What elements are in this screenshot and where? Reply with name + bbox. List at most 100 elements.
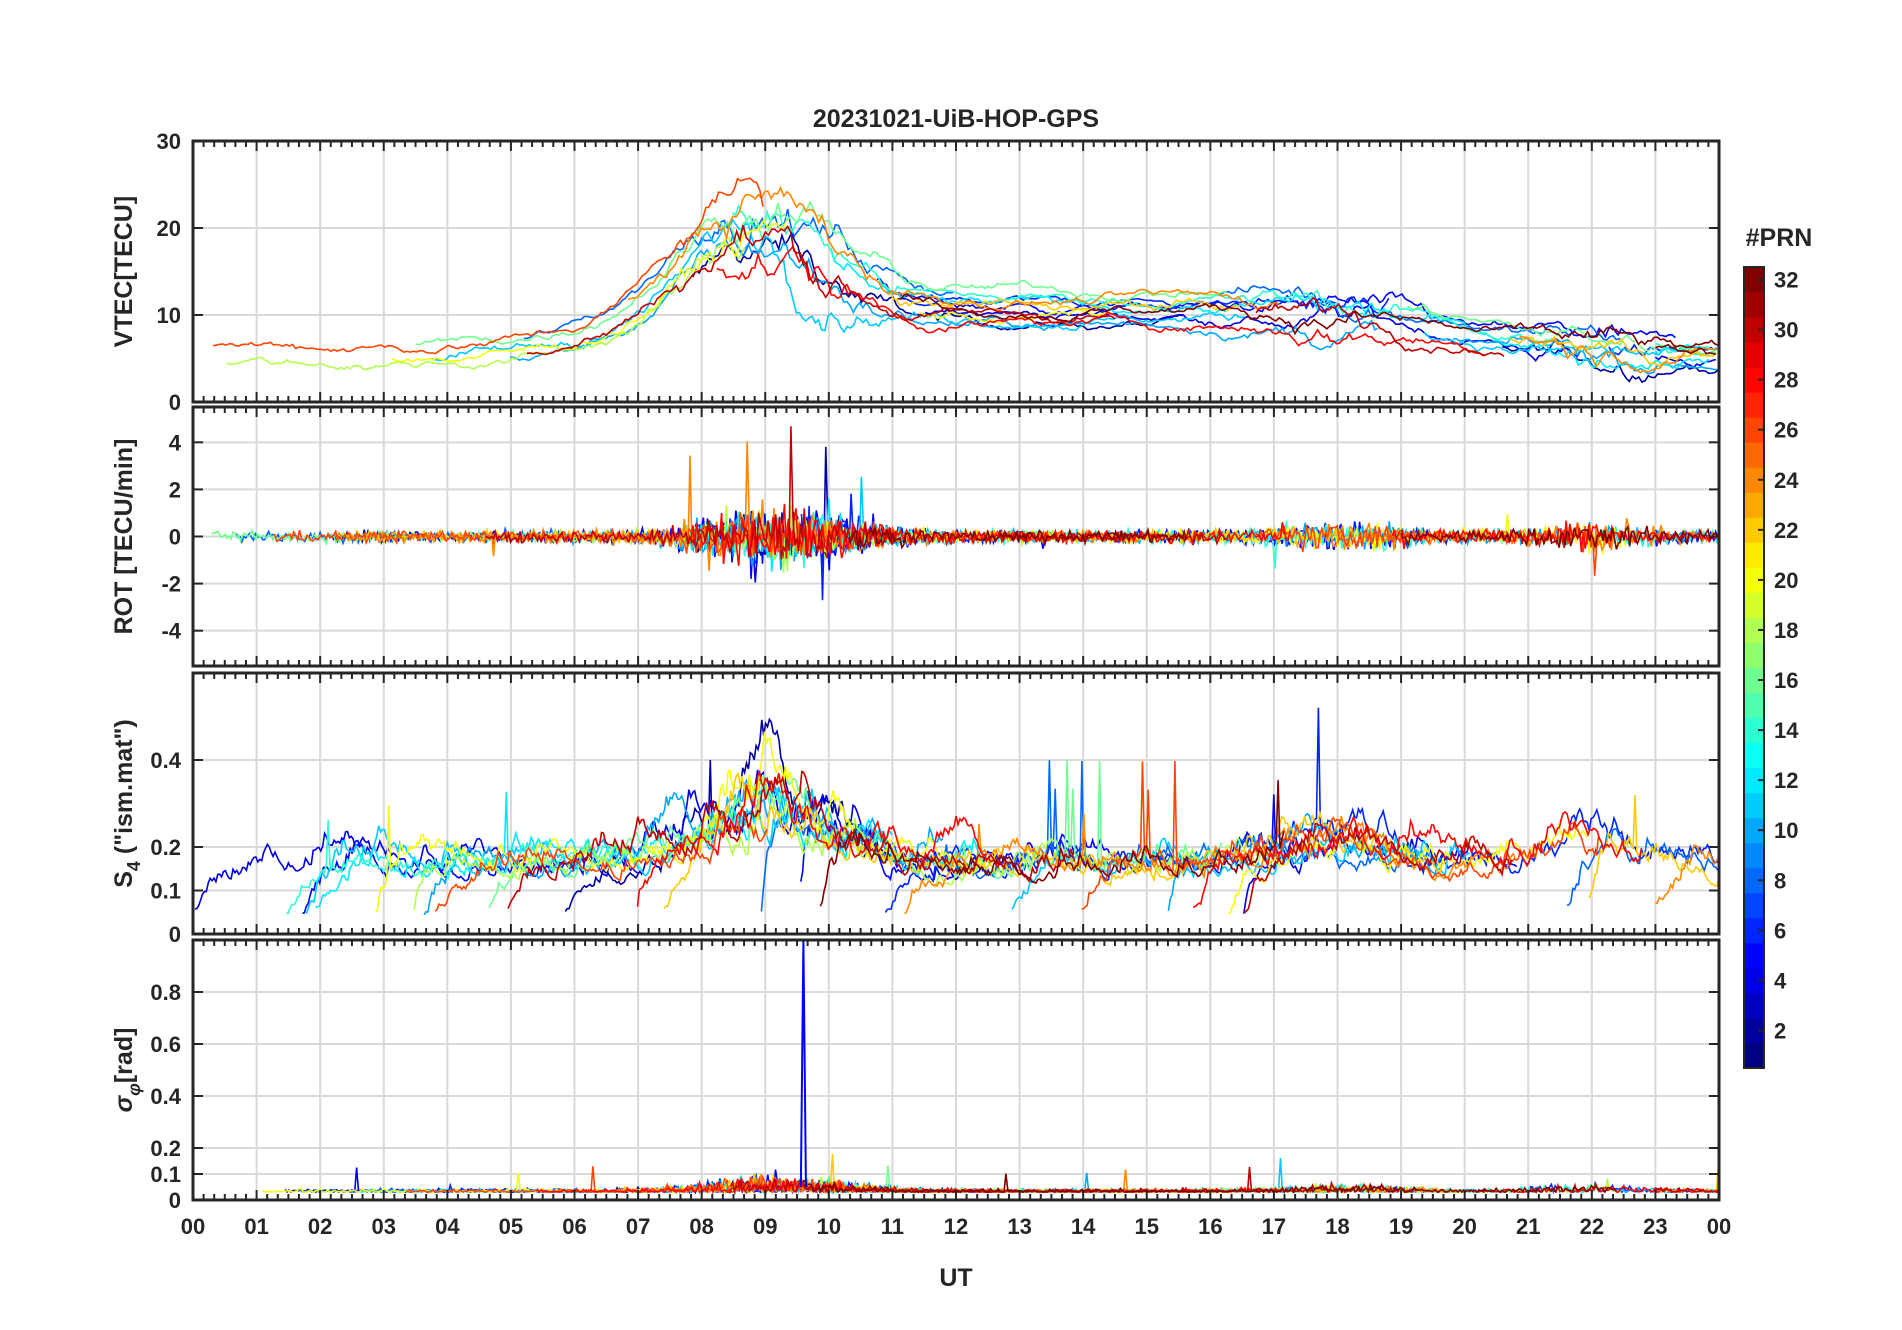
series-prn-20 [391, 218, 787, 363]
series-prn-32 [819, 780, 1285, 907]
x-axis-label: UT [939, 1264, 972, 1292]
series-prn-24 [1655, 844, 1719, 905]
colorbar-tick-label: 20 [1774, 568, 1798, 593]
x-tick-label: 05 [499, 1214, 523, 1239]
series-prn-30 [1255, 296, 1505, 357]
series-group [194, 707, 1719, 916]
y-axis-label: S4 ("ism.mat") [110, 719, 144, 888]
x-tick-label: 15 [1135, 1214, 1159, 1239]
x-tick-label: 08 [689, 1214, 713, 1239]
y-tick-label: 0.1 [150, 1162, 181, 1187]
series-prn-18 [226, 240, 746, 371]
colorbar-swatch [1744, 792, 1764, 819]
x-tick-label: 21 [1516, 1214, 1540, 1239]
colorbar-swatch [1744, 617, 1764, 643]
series-prn-8 [1566, 828, 1719, 907]
x-tick-label: 14 [1071, 1214, 1096, 1239]
colorbar-tick-label: 24 [1774, 468, 1799, 493]
y-tick-label: 2 [169, 477, 181, 502]
colorbar-swatch [1744, 692, 1764, 719]
colorbar-swatch [1744, 667, 1764, 694]
peak-mark [799, 940, 807, 1188]
series-prn-20 [375, 731, 995, 913]
colorbar-swatch [1744, 1017, 1764, 1044]
series-group [262, 940, 1719, 1195]
x-tick-label: 18 [1325, 1214, 1349, 1239]
colorbar-tick-label: 2 [1774, 1018, 1786, 1043]
series-prn-24 [627, 185, 1281, 312]
colorbar-tick-label: 28 [1774, 368, 1798, 393]
colorbar-swatch [1744, 367, 1764, 393]
colorbar-tick-label: 16 [1774, 668, 1798, 693]
colorbar-swatch [1744, 992, 1764, 1019]
colorbar-swatch [1744, 717, 1764, 744]
colorbar-swatch [1744, 967, 1764, 994]
y-tick-label: 0.2 [150, 835, 181, 860]
y-tick-label: 0.2 [150, 1136, 181, 1161]
y-tick-label: 10 [157, 303, 181, 328]
panel-rot: -4 -2 0 2 4 ROT [TECU/min] [110, 405, 1721, 668]
colorbar-swatch [1744, 917, 1764, 944]
series-prn-26 [434, 805, 768, 912]
series-prn-30 [1244, 822, 1513, 914]
colorbar-swatch [1744, 317, 1764, 343]
colorbar-swatch [1744, 442, 1764, 468]
colorbar-swatch [1744, 517, 1764, 543]
series-prn-30 [526, 224, 1116, 356]
colorbar-swatch [1744, 642, 1764, 668]
x-tick-label: 02 [308, 1214, 332, 1239]
series-prn-30 [485, 426, 897, 560]
colorbar-swatch [1744, 742, 1764, 769]
x-tick-label: 00 [1707, 1214, 1731, 1239]
colorbar-swatch [1744, 467, 1764, 493]
series-prn-10 [509, 233, 1379, 362]
x-tick-label: 19 [1389, 1214, 1413, 1239]
colorbar-swatch [1744, 767, 1764, 794]
colorbar-tick-label: 22 [1774, 518, 1798, 543]
x-tick-label: 06 [562, 1214, 586, 1239]
colorbar-swatch [1744, 1042, 1764, 1069]
colorbar-swatch [1744, 492, 1764, 518]
colorbar-swatch [1744, 867, 1764, 894]
series-prn-32 [807, 1173, 1617, 1194]
colorbar-swatch [1744, 892, 1764, 919]
series-prn-2 [692, 230, 1183, 331]
colorbar-tick-label: 10 [1774, 818, 1798, 843]
x-tick-label: 07 [626, 1214, 650, 1239]
y-tick-label: 4 [169, 430, 182, 455]
series-group [212, 177, 1719, 384]
colorbar-tick-label: 12 [1774, 768, 1798, 793]
series-prn-30 [507, 770, 1076, 909]
series-group [211, 426, 1719, 601]
x-tick-label: 23 [1643, 1214, 1667, 1239]
y-tick-label: -2 [161, 572, 181, 597]
chart-title: 20231021-UiB-HOP-GPS [813, 105, 1099, 133]
colorbar-tick-label: 14 [1774, 718, 1799, 743]
colorbar-frame [1743, 266, 1765, 1069]
series-prn-28 [1192, 811, 1643, 908]
series-prn-30 [1655, 1186, 1719, 1194]
colorbar-tick-label: 8 [1774, 868, 1786, 893]
series-prn-26 [1081, 760, 1600, 910]
x-tick-label: 13 [1007, 1214, 1031, 1239]
colorbar-swatch [1744, 567, 1764, 593]
panel-s4: 0 0.1 0.2 0.4S4 ("ism.mat") [110, 671, 1721, 947]
series-prn-14 [1655, 342, 1716, 354]
series-prn-22 [889, 291, 1240, 312]
colorbar-swatch [1744, 267, 1764, 293]
x-tick-label: 22 [1580, 1214, 1604, 1239]
y-axis-label: ROT [TECU/min] [110, 439, 138, 635]
y-tick-label: 0 [169, 525, 181, 550]
x-tick-label: 03 [372, 1214, 396, 1239]
x-tick-label: 20 [1452, 1214, 1476, 1239]
series-prn-8 [1218, 285, 1624, 343]
colorbar-tick-label: 32 [1774, 268, 1798, 293]
series-prn-28 [636, 769, 1001, 907]
colorbar-tick-label: 26 [1774, 418, 1798, 443]
x-tick-label: 09 [753, 1214, 777, 1239]
x-tick-label: 01 [244, 1214, 268, 1239]
y-tick-label: 0.4 [150, 1084, 181, 1109]
